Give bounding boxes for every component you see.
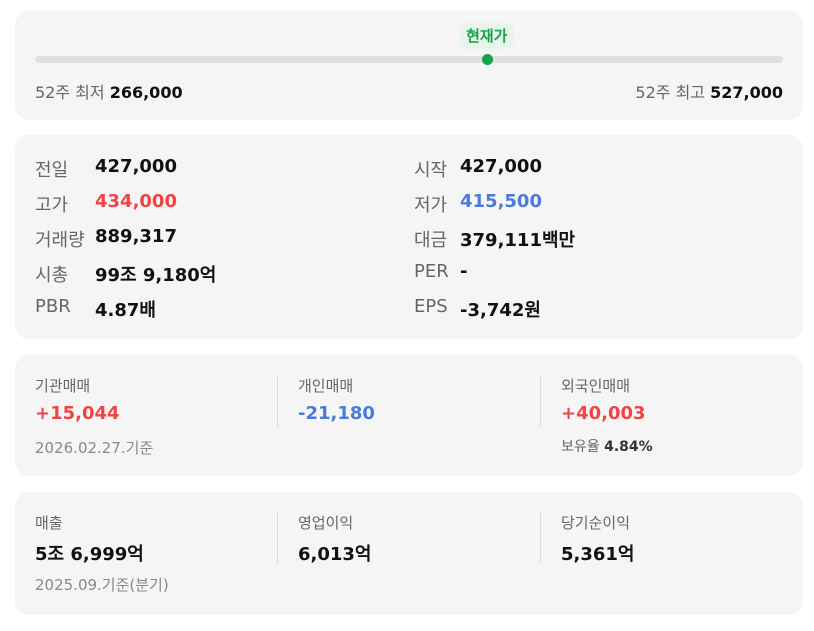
week52-high: 52주 최고 527,000 — [635, 79, 783, 103]
current-price-badge: 현재가 — [460, 23, 514, 49]
sales-label: 매출 — [35, 514, 63, 532]
week52-range-card: 현재가 52주 최저 266,000 52주 최고 527,000 — [15, 11, 803, 120]
sales: 매출 5조 6,999억 — [35, 512, 275, 566]
quote-info-card: 전일 427,000 고가 434,000 거래량 889,317 시총 99조 9,180억… — [15, 135, 803, 339]
quote-value: 434,000 — [95, 191, 177, 212]
quote-label: EPS — [414, 296, 448, 317]
range-track — [35, 56, 783, 63]
quote-label: 시작 — [414, 160, 448, 181]
institution-label: 기관매매 — [35, 377, 91, 395]
holding-value: 4.84% — [604, 439, 653, 455]
divider — [277, 375, 278, 427]
quote-value: - — [460, 261, 468, 282]
operating-income-label: 영업이익 — [298, 514, 354, 532]
net-income: 당기순이익 5,361억 — [561, 512, 801, 566]
quote-value: 4.87배 — [95, 300, 156, 321]
quote-value: 379,111백만 — [460, 230, 576, 251]
quote-label: 시총 — [35, 265, 69, 286]
holding-label: 보유율 — [561, 439, 600, 455]
quote-value: 427,000 — [95, 156, 177, 177]
week52-high-value: 527,000 — [710, 83, 783, 102]
operating-income-value: 6,013억 — [298, 544, 372, 565]
quote-label: PER — [414, 261, 449, 282]
quote-value: 427,000 — [460, 156, 542, 177]
investor-trading-card: 기관매매 +15,044 개인매매 -21,180 외국인매매 +40,003 … — [15, 355, 803, 476]
individual-trading: 개인매매 -21,180 — [298, 375, 538, 424]
foreign-trading: 외국인매매 +40,003 보유율 4.84% — [561, 375, 801, 456]
divider — [540, 512, 541, 564]
individual-label: 개인매매 — [298, 377, 354, 395]
quote-label: 고가 — [35, 195, 69, 216]
institution-trading: 기관매매 +15,044 — [35, 375, 275, 424]
institution-value: +15,044 — [35, 403, 120, 424]
individual-value: -21,180 — [298, 403, 375, 424]
week52-low-label: 52주 최저 — [35, 83, 105, 102]
quote-label: PBR — [35, 296, 71, 317]
earnings-basis-date: 2025.09.기준(분기) — [35, 576, 169, 594]
quote-value: 889,317 — [95, 226, 177, 247]
operating-income: 영업이익 6,013억 — [298, 512, 538, 566]
current-price-marker — [481, 54, 493, 65]
quote-value: 99조 9,180억 — [95, 265, 217, 286]
trading-basis-date: 2026.02.27.기준 — [35, 439, 154, 457]
earnings-card: 매출 5조 6,999억 영업이익 6,013억 당기순이익 5,361억 20… — [15, 492, 803, 615]
quote-label: 대금 — [414, 230, 448, 251]
net-income-label: 당기순이익 — [561, 514, 631, 532]
week52-high-label: 52주 최고 — [635, 83, 706, 102]
divider — [540, 375, 541, 427]
quote-label: 저가 — [414, 195, 448, 216]
quote-value: -3,742원 — [460, 300, 541, 321]
quote-label: 거래량 — [35, 230, 85, 251]
quote-label: 전일 — [35, 160, 69, 181]
divider — [277, 512, 278, 564]
foreign-holding: 보유율 4.84% — [561, 436, 801, 456]
week52-low: 52주 최저 266,000 — [35, 79, 183, 103]
sales-value: 5조 6,999억 — [35, 544, 144, 565]
net-income-value: 5,361억 — [561, 544, 635, 565]
foreign-label: 외국인매매 — [561, 377, 631, 395]
week52-low-value: 266,000 — [109, 83, 183, 102]
foreign-value: +40,003 — [561, 403, 646, 424]
quote-value: 415,500 — [460, 191, 542, 212]
